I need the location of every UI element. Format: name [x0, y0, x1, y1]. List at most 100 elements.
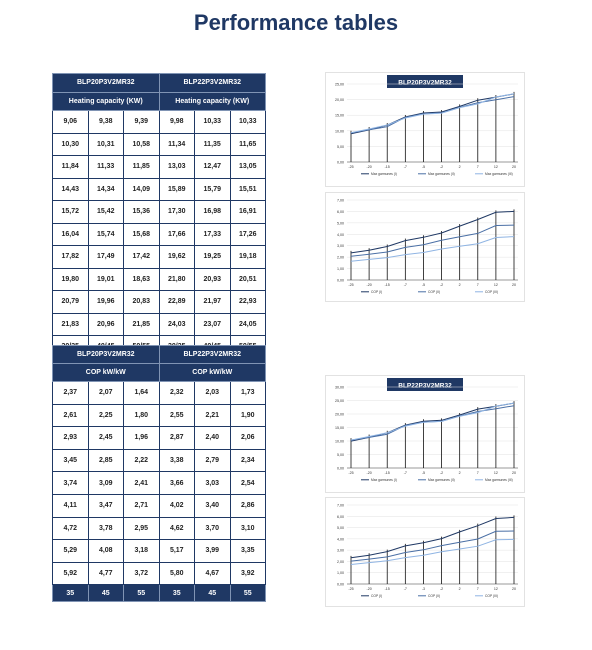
table-cell: 2,32 — [158, 381, 195, 405]
y-tick-label: 6,00 — [337, 210, 344, 214]
x-tick-label: 20 — [512, 165, 516, 169]
table-row: 15,72 15,42 15,36 17,30 16,98 16,91 — [52, 200, 266, 224]
table-row: 2,61 2,25 1,80 2,55 2,21 1,90 — [52, 403, 266, 428]
x-tick-label: -15 — [385, 165, 390, 169]
table-cell: 3,45 — [52, 448, 89, 473]
table-cell: 22,89 — [158, 290, 195, 314]
table-cell: 9,98 — [158, 110, 195, 134]
table-cell: 3,03 — [194, 471, 231, 495]
y-tick-label: 0,00 — [337, 467, 344, 471]
x-tick-label: 7 — [477, 283, 479, 287]
table-cell: 10,33 — [194, 110, 231, 134]
table-cell: 3,10 — [229, 516, 266, 541]
table-cell: 2,45 — [87, 426, 124, 450]
x-tick-label: -15 — [385, 587, 390, 591]
table-cell: 2,79 — [194, 448, 231, 473]
table-cell: 24,05 — [229, 312, 266, 336]
x-tick-label: 2 — [459, 283, 461, 287]
table-cell: 3,35 — [229, 539, 266, 563]
table-cell: 5,80 — [158, 561, 195, 586]
table-cell: 19,62 — [158, 245, 195, 269]
model-header-row: BLP20P3V2MR32 BLP22P3V2MR32 — [52, 73, 266, 93]
table-cell: 3,47 — [87, 493, 124, 518]
subheader: Heating capacity (KW) — [158, 91, 266, 111]
footer-cell: 55 — [229, 584, 266, 603]
table-cell: 10,31 — [87, 132, 124, 156]
table-cell: 17,33 — [194, 222, 231, 246]
table-cell: 22,93 — [229, 290, 266, 314]
x-tick-label: 2 — [459, 165, 461, 169]
y-tick-label: 25,00 — [335, 83, 344, 87]
table-row: 4,11 3,47 2,71 4,02 3,40 2,86 — [52, 493, 266, 518]
table-cell: 21,83 — [52, 312, 89, 336]
table-cell: 10,33 — [229, 110, 266, 134]
table-row: 16,04 15,74 15,68 17,66 17,33 17,26 — [52, 222, 266, 246]
y-tick-label: 7,00 — [337, 504, 344, 508]
table-cell: 15,74 — [87, 222, 124, 246]
model-header: BLP20P3V2MR32 — [52, 345, 160, 364]
table-cell: 1,90 — [229, 403, 266, 428]
table-cell: 5,17 — [158, 539, 195, 563]
table-cell: 16,98 — [194, 200, 231, 224]
table-cell: 24,03 — [158, 312, 195, 336]
table-cell: 17,82 — [52, 245, 89, 269]
table-row: 2,93 2,45 1,96 2,87 2,40 2,06 — [52, 426, 266, 450]
table-cell: 15,68 — [123, 222, 160, 246]
x-tick-label: 20 — [512, 283, 516, 287]
x-tick-label: 12 — [494, 283, 498, 287]
chart-title: BLP20P3V2MR32 — [398, 80, 452, 87]
table-cell: 2,86 — [229, 493, 266, 518]
x-tick-label: -2 — [440, 165, 443, 169]
table-cell: 11,65 — [229, 132, 266, 156]
x-tick-label: 12 — [494, 471, 498, 475]
page-title: Performance tables — [193, 10, 399, 35]
y-tick-label: 10,00 — [335, 129, 344, 133]
table-cell: 21,80 — [158, 267, 195, 291]
table-cell: 14,09 — [123, 177, 160, 201]
table-cell: 19,96 — [87, 290, 124, 314]
x-tick-label: 7 — [477, 587, 479, 591]
table-cell: 10,30 — [52, 132, 89, 156]
series-line — [350, 538, 515, 565]
table-cell: 20,96 — [87, 312, 124, 336]
table-cell: 20,93 — [194, 267, 231, 291]
y-tick-label: 0,00 — [337, 161, 344, 165]
y-tick-label: 7,00 — [337, 199, 344, 203]
y-tick-label: 15,00 — [335, 114, 344, 118]
table-row: 21,83 20,96 21,85 24,03 23,07 24,05 — [52, 312, 266, 336]
table-cell: 21,97 — [194, 290, 231, 314]
table-cell: 12,47 — [194, 155, 231, 179]
table-row: 14,43 14,34 14,09 15,89 15,79 15,51 — [52, 177, 266, 201]
x-tick-label: -2 — [440, 283, 443, 287]
legend-label: Max garmunes (III) — [485, 172, 513, 176]
y-tick-label: 10,00 — [335, 440, 344, 444]
legend-label: COP (II) — [428, 290, 440, 294]
series-line — [350, 210, 515, 254]
model-header: BLP22P3V2MR32 — [158, 73, 266, 93]
table-cell: 2,54 — [229, 471, 266, 495]
x-tick-label: -25 — [348, 165, 353, 169]
table-cell: 15,89 — [158, 177, 195, 201]
x-tick-label: -5 — [422, 471, 425, 475]
footer-cell: 45 — [194, 584, 231, 603]
y-tick-label: 6,00 — [337, 515, 344, 519]
series-line — [350, 402, 515, 441]
subheader: COP kW/kW — [52, 363, 160, 382]
y-tick-label: 2,00 — [337, 560, 344, 564]
x-tick-label: -7 — [404, 165, 407, 169]
chart-heating-blp20: BLP20P3V2MR32 0,00 5,00 10,00 15,00 20,00 25,0… — [325, 72, 525, 187]
table-row: 11,84 11,33 11,85 13,03 12,47 13,05 — [52, 155, 266, 179]
table-cell: 2,22 — [123, 448, 160, 473]
table-cell: 1,96 — [123, 426, 160, 450]
x-tick-label: 20 — [512, 471, 516, 475]
legend-label: Max garmunes (I) — [371, 172, 397, 176]
table-cell: 10,58 — [123, 132, 160, 156]
table-row: 10,30 10,31 10,58 11,34 11,35 11,65 — [52, 132, 266, 156]
table-cell: 4,02 — [158, 493, 195, 518]
table-cell: 20,51 — [229, 267, 266, 291]
model-header: BLP22P3V2MR32 — [158, 345, 266, 364]
table-cell: 3,18 — [123, 539, 160, 563]
table-cell: 15,72 — [52, 200, 89, 224]
y-tick-label: 4,00 — [337, 537, 344, 541]
table-cell: 11,34 — [158, 132, 195, 156]
